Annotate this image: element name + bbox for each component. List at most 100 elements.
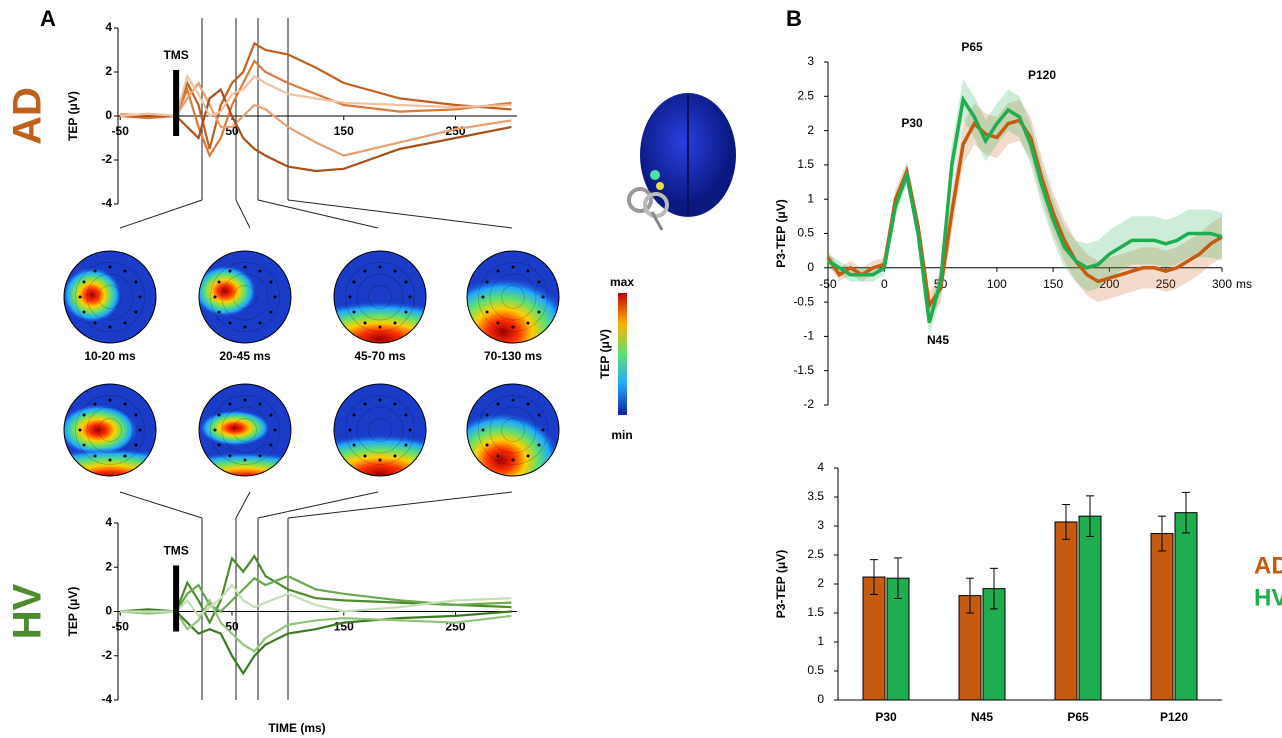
electrode — [134, 311, 137, 314]
y-tick-label: 4 — [105, 515, 112, 529]
y-tick-label: -2 — [803, 397, 814, 411]
electrode — [364, 270, 367, 273]
electrode — [353, 311, 356, 314]
x-tick-label: 50 — [225, 620, 239, 634]
topomap-spot — [193, 265, 257, 317]
x-tick-label: -50 — [112, 124, 130, 138]
y-axis-label: P3-TEP (μV) — [774, 199, 788, 267]
topomap-spot — [199, 410, 271, 446]
colorbar-min: min — [611, 428, 632, 442]
y-tick-label: -2 — [101, 648, 112, 662]
electrode — [497, 321, 500, 324]
colorbar-title: TEP (μV) — [598, 329, 612, 379]
electrode — [404, 414, 407, 417]
electrode — [83, 281, 86, 284]
electrode — [139, 296, 142, 299]
y-tick-label: 0.5 — [807, 663, 824, 677]
tms-marker — [173, 70, 179, 136]
electrode — [229, 454, 232, 457]
electrode — [83, 444, 86, 447]
electrode — [379, 266, 382, 269]
electrode — [218, 444, 221, 447]
topomap-spot — [62, 267, 122, 323]
y-tick-label: 3 — [807, 54, 814, 68]
tms-marker — [173, 566, 179, 632]
electrode — [486, 414, 489, 417]
electrode — [109, 266, 112, 269]
electrode — [353, 281, 356, 284]
electrode — [83, 311, 86, 314]
tms-label: TMS — [163, 48, 188, 62]
group-label: HV — [6, 583, 50, 639]
y-tick-label: -2 — [101, 152, 112, 166]
electrode — [394, 403, 397, 406]
y-tick-label: -0.5 — [793, 294, 814, 308]
y-tick-label: 0 — [817, 692, 824, 706]
group-label: AD — [6, 87, 50, 145]
electrode — [353, 444, 356, 447]
electrode — [409, 429, 412, 432]
electrode — [497, 270, 500, 273]
electrode — [404, 444, 407, 447]
legend-entry: HV — [1254, 584, 1282, 611]
electrode — [269, 414, 272, 417]
electrode — [244, 459, 247, 462]
y-tick-label: 2.5 — [797, 88, 814, 102]
y-tick-label: 1.5 — [807, 605, 824, 619]
electrode — [394, 321, 397, 324]
electrode — [134, 444, 137, 447]
colorbar — [618, 293, 627, 415]
electrode — [124, 403, 127, 406]
electrode — [214, 296, 217, 299]
window-label: 70-130 ms — [484, 349, 542, 363]
electrode — [79, 429, 82, 432]
y-tick-label: -4 — [101, 196, 112, 210]
peak-label: N45 — [927, 333, 949, 347]
electrode — [364, 321, 367, 324]
peak-label: P65 — [961, 40, 983, 54]
electrode — [259, 321, 262, 324]
y-axis-label: P3-TEP (μV) — [774, 550, 788, 618]
electrode — [259, 270, 262, 273]
electrode — [244, 326, 247, 329]
y-tick-label: 0 — [807, 260, 814, 274]
electrode — [274, 429, 277, 432]
y-tick-label: 1 — [817, 634, 824, 648]
y-tick-label: 1 — [807, 191, 814, 205]
electrode — [537, 444, 540, 447]
electrode — [512, 266, 515, 269]
electrode — [134, 414, 137, 417]
electrode — [349, 429, 352, 432]
y-tick-label: -1 — [803, 329, 814, 343]
x-tick-label: 150 — [1043, 277, 1063, 291]
electrode — [83, 414, 86, 417]
colorbar-max: max — [610, 275, 634, 289]
electrode — [274, 296, 277, 299]
y-tick-label: 4 — [817, 460, 824, 474]
y-tick-label: 4 — [105, 20, 112, 34]
electrode — [379, 399, 382, 402]
y-tick-label: 2 — [105, 64, 112, 78]
electrode — [537, 414, 540, 417]
electrode — [497, 454, 500, 457]
electrode — [109, 459, 112, 462]
topomap-spot — [280, 434, 480, 514]
electrode — [527, 454, 530, 457]
x-tick-label: -50 — [819, 277, 837, 291]
electrode — [486, 281, 489, 284]
bar — [1079, 516, 1101, 700]
electrode — [379, 326, 382, 329]
topomap-spot — [20, 448, 200, 508]
electrode — [139, 429, 142, 432]
x-axis-label: TIME (ms) — [268, 721, 325, 735]
window-label: 20-45 ms — [219, 349, 271, 363]
topomap-spot — [433, 277, 573, 387]
electrode — [542, 296, 545, 299]
electrode — [512, 459, 515, 462]
y-tick-label: 3 — [817, 518, 824, 532]
topomap-spot — [280, 301, 480, 377]
y-tick-label: 0.5 — [797, 226, 814, 240]
y-tick-label: 2 — [105, 559, 112, 573]
electrode — [269, 311, 272, 314]
electrode — [269, 444, 272, 447]
